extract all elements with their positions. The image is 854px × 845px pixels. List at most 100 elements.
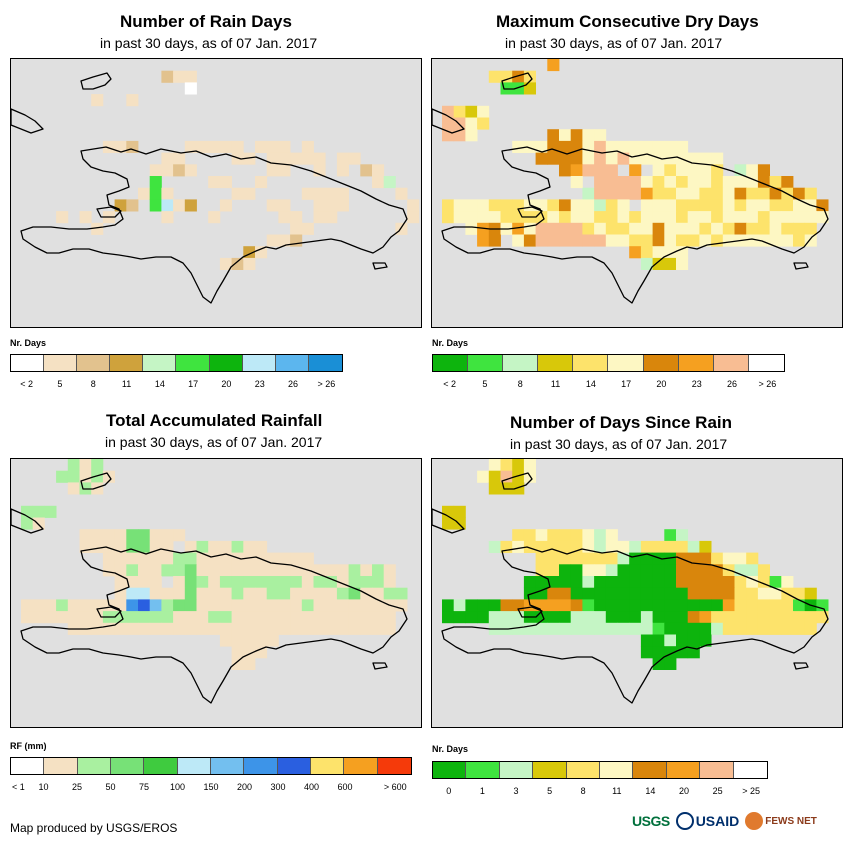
- grid-cell: [336, 152, 349, 165]
- grid-cell: [184, 199, 197, 212]
- grid-cell: [512, 482, 525, 495]
- panel-title: Maximum Consecutive Dry Days: [496, 12, 759, 31]
- grid-cell: [676, 246, 689, 259]
- legend-labels: < 1 10 25 50 75 100 150 200 300 400 600 > 600: [10, 782, 412, 794]
- grid-cell: [699, 634, 712, 647]
- grid-cell: [699, 211, 712, 224]
- grid-cell: [523, 576, 536, 589]
- grid-cell: [278, 211, 291, 224]
- grid-cell: [652, 199, 665, 212]
- grid-cell: [79, 611, 92, 624]
- grid-cell: [255, 599, 268, 612]
- grid-cell: [734, 222, 747, 235]
- grid-cell: [559, 199, 572, 212]
- fews-net-logo-text: FEWS NET: [765, 815, 817, 827]
- grid-cell: [372, 176, 385, 189]
- grid-cell: [781, 234, 794, 247]
- grid-cell: [500, 459, 513, 472]
- grid-cell: [243, 576, 256, 589]
- legend-swatch: [678, 355, 714, 371]
- usaid-logo: USAID: [675, 812, 739, 830]
- grid-cell: [722, 187, 735, 200]
- grid-cell: [126, 199, 139, 212]
- grid-cell: [629, 152, 642, 165]
- grid-cell: [500, 599, 513, 612]
- grid-cell: [173, 599, 186, 612]
- coastline: [372, 662, 388, 670]
- grid-cell: [547, 576, 560, 589]
- grid-cell: [161, 611, 174, 624]
- grid-cell: [605, 187, 618, 200]
- grid-cell: [208, 176, 221, 189]
- grid-cell: [664, 552, 677, 565]
- grid-cell: [348, 576, 361, 589]
- grid-cell: [629, 587, 642, 600]
- grid-cell: [769, 576, 782, 589]
- grid-cell: [570, 211, 583, 224]
- grid-cell: [138, 187, 151, 200]
- grid-cell: [243, 152, 256, 165]
- grid-cell: [301, 587, 314, 600]
- grid-cell: [477, 211, 490, 224]
- legend-swatch: [242, 355, 276, 371]
- grid-cell: [652, 540, 665, 553]
- grid-cell: [676, 164, 689, 177]
- grid-cell: [208, 564, 221, 577]
- grid-cell: [91, 222, 104, 235]
- legend-label: 20: [678, 786, 690, 796]
- grid-cell: [793, 187, 806, 200]
- legend-label: 3: [513, 786, 519, 796]
- grid-cell: [149, 587, 162, 600]
- grid-cell: [243, 257, 256, 270]
- grid-cell: [523, 540, 536, 553]
- grid-cell: [301, 576, 314, 589]
- grid-cell: [711, 152, 724, 165]
- legend-swatch: [244, 758, 278, 774]
- grid-cell: [149, 552, 162, 565]
- grid-cell: [605, 529, 618, 542]
- grid-cell: [664, 234, 677, 247]
- grid-cell: [734, 176, 747, 189]
- grid-cell: [617, 622, 630, 635]
- grid-cell: [594, 564, 607, 577]
- grid-cell: [734, 599, 747, 612]
- grid-cell: [336, 199, 349, 212]
- grid-cell: [746, 599, 759, 612]
- legend-label: < 2: [20, 379, 34, 389]
- grid-cell: [290, 222, 303, 235]
- grid-cell: [231, 657, 244, 670]
- grid-cell: [664, 576, 677, 589]
- grid-cell: [290, 611, 303, 624]
- grid-cell: [266, 622, 279, 635]
- legend-label: 5: [482, 379, 488, 389]
- grid-cell: [477, 234, 490, 247]
- coastline: [793, 262, 809, 270]
- grid-cell: [664, 634, 677, 647]
- grid-cell: [243, 187, 256, 200]
- grid-cell: [617, 540, 630, 553]
- grid-cell: [816, 199, 829, 212]
- grid-cell: [372, 164, 385, 177]
- grid-cell: [664, 257, 677, 270]
- grid-cell: [652, 622, 665, 635]
- grid-cell: [582, 222, 595, 235]
- grid-cell: [301, 187, 314, 200]
- grid-cell: [629, 234, 642, 247]
- grid-cell: [629, 576, 642, 589]
- panel-subtitle: in past 30 days, as of 07 Jan. 2017: [505, 35, 723, 51]
- grid-cell: [582, 529, 595, 542]
- grid-cell: [79, 211, 92, 224]
- grid-cell: [605, 164, 618, 177]
- grid-cell: [325, 564, 338, 577]
- grid-cell: [290, 152, 303, 165]
- grid-cell: [676, 646, 689, 659]
- grid-cell: [477, 105, 490, 118]
- grid-cell: [313, 576, 326, 589]
- legend-swatch: [144, 758, 178, 774]
- legend-swatch: [468, 355, 504, 371]
- grid-cell: [617, 140, 630, 153]
- legend-swatch: [11, 758, 45, 774]
- grid-cell: [781, 199, 794, 212]
- grid-cell: [243, 634, 256, 647]
- grid-cell: [348, 611, 361, 624]
